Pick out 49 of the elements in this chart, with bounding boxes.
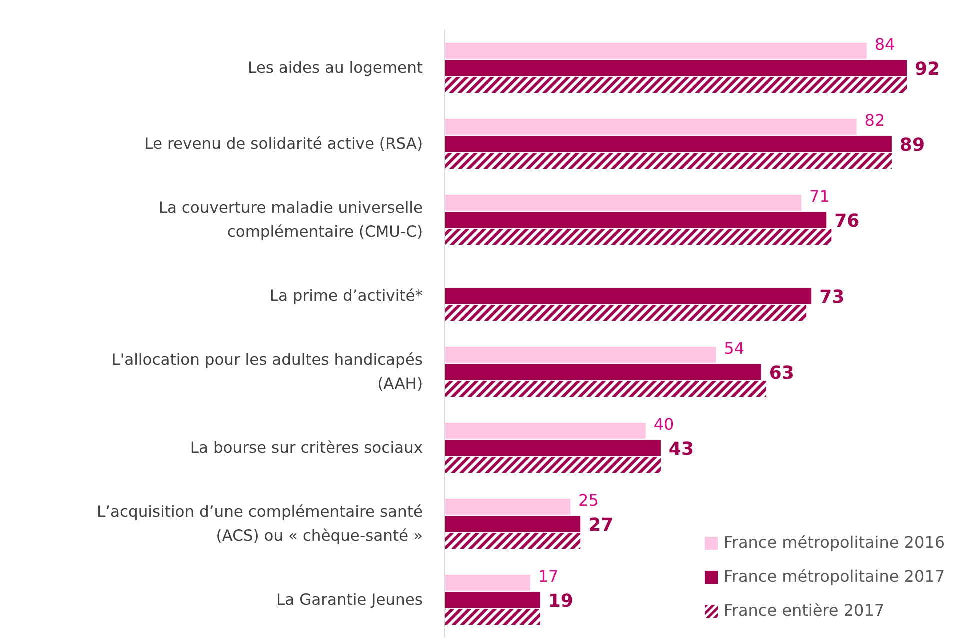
bar <box>445 195 802 211</box>
data-label: 40 <box>654 415 674 434</box>
bar <box>445 575 530 591</box>
bar <box>445 457 661 473</box>
data-label: 84 <box>874 35 896 54</box>
bar <box>445 592 540 608</box>
data-label: 25 <box>578 491 599 510</box>
bar <box>445 60 907 76</box>
bar <box>445 77 907 93</box>
data-label: 43 <box>668 439 694 460</box>
bar <box>445 212 827 228</box>
data-label: 92 <box>915 59 940 80</box>
bar <box>445 609 540 625</box>
bar <box>445 423 646 439</box>
y-tick-label: La Garantie Jeunes <box>276 591 423 609</box>
y-tick-label: La prime d’activité* <box>270 287 424 305</box>
bar <box>445 43 867 59</box>
data-label: 54 <box>724 339 745 358</box>
legend-label: France métropolitaine 2017 <box>724 566 945 588</box>
bar <box>445 347 716 363</box>
bar <box>445 305 807 321</box>
bar <box>445 153 892 169</box>
bar <box>445 364 762 380</box>
y-tick-label: L’acquisition d’une complémentaire santé (ACS) ou « chèque-santé » <box>96 503 423 545</box>
data-label: 19 <box>548 591 574 612</box>
bar <box>445 288 812 304</box>
legend-label: France métropolitaine 2016 <box>724 532 945 554</box>
text: France entière 2017 <box>724 600 885 622</box>
bar <box>445 229 832 245</box>
data-label: 71 <box>810 187 830 206</box>
bar <box>445 516 581 532</box>
y-tick-label: La bourse sur critères sociaux <box>190 439 423 457</box>
bar <box>445 119 857 135</box>
bar <box>445 440 661 456</box>
y-tick-label: Le revenu de solidarité active (RSA) <box>144 135 423 153</box>
data-label: 89 <box>900 135 925 156</box>
bar <box>445 533 581 549</box>
data-label: 73 <box>820 287 845 308</box>
data-label: 82 <box>864 111 886 130</box>
bar <box>445 499 571 515</box>
bar <box>445 136 892 152</box>
bar <box>445 381 766 397</box>
y-tick-label: La couverture maladie universelle complémentaire (CMU-C) <box>158 199 423 241</box>
y-tick-label: Les aides au logement <box>248 59 423 77</box>
y-tick-label: L'allocation pour les adultes handicapés (AAH) <box>112 351 423 393</box>
data-label: 17 <box>538 567 559 586</box>
data-label: 27 <box>588 515 614 536</box>
data-label: 63 <box>769 363 794 384</box>
data-label: 76 <box>834 211 860 232</box>
